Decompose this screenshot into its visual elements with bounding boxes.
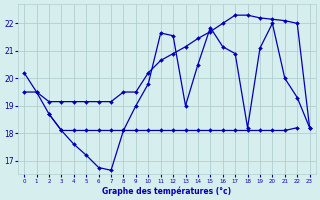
X-axis label: Graphe des températures (°c): Graphe des températures (°c) [102, 186, 231, 196]
